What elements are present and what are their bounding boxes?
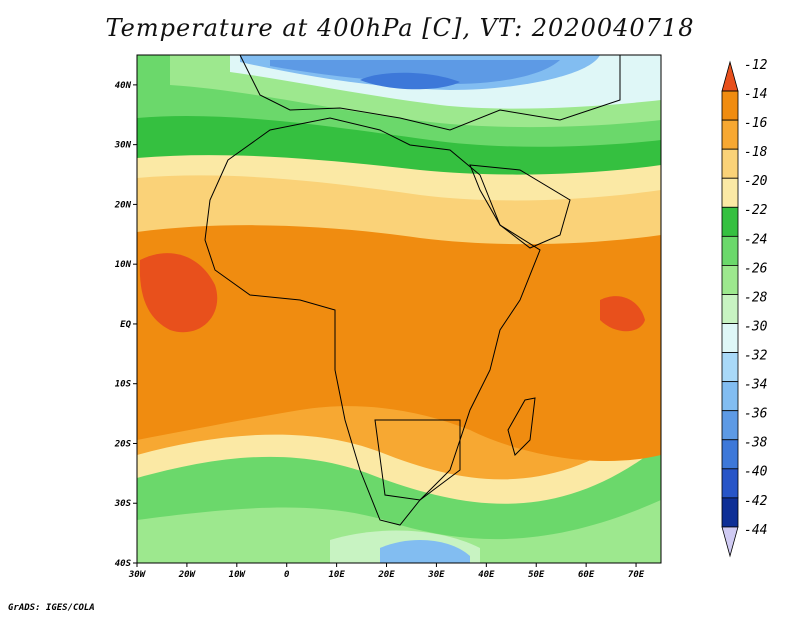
- lat-tick-label: 40S: [115, 559, 132, 569]
- southern-africa-detail: [374, 419, 461, 501]
- colorbar-label: -24: [744, 232, 767, 247]
- lon-tick-label: 20E: [377, 570, 395, 580]
- band-n-blue3: [360, 72, 460, 90]
- colorbar-swatch: [721, 177, 739, 208]
- plot-frame: [136, 54, 662, 564]
- band-s-yellow: [137, 415, 661, 504]
- colorbar-label: -26: [744, 261, 768, 276]
- lat-tick-label: 20S: [114, 439, 132, 449]
- lon-tick-label: 10W: [229, 570, 247, 580]
- temperature-field: [137, 55, 661, 563]
- colorbar-label: -36: [744, 407, 768, 422]
- lat-tick-label: EQ: [120, 320, 131, 330]
- band-n-yellow: [137, 163, 661, 245]
- map-title: Temperature at 400hPa [C], VT: 202004071…: [105, 14, 695, 42]
- madagascar-outline: [507, 397, 536, 456]
- colorbar-swatch: [721, 148, 739, 179]
- colorbar-swatch: [721, 206, 739, 237]
- colorbar-swatch: [721, 526, 739, 558]
- colorbar-label: -32: [744, 348, 768, 363]
- colorbar-swatch: [721, 294, 739, 324]
- lat-tick-label: 30N: [114, 141, 132, 151]
- colorbar-swatch: [721, 265, 739, 295]
- lat-tick-label: 30S: [114, 499, 132, 509]
- lon-tick-label: 30E: [427, 570, 445, 580]
- colorbar-swatch: [721, 60, 739, 92]
- lat-tick-label: 10S: [115, 380, 132, 390]
- colorbar-swatch: [721, 352, 739, 383]
- band-n-blue2: [270, 60, 560, 85]
- colorbar-label: -14: [744, 87, 767, 102]
- colorbar-label: -40: [744, 465, 768, 480]
- arabia-outline: [469, 164, 571, 249]
- colorbar-label: -30: [744, 319, 768, 334]
- lat-tick-label: 20N: [114, 200, 132, 210]
- colorbar-label: -44: [744, 523, 767, 538]
- lon-tick-label: 50E: [528, 570, 545, 580]
- colorbar-label: -28: [744, 290, 768, 305]
- colorbar-label: -34: [744, 378, 767, 393]
- colorbar-swatch: [721, 235, 739, 266]
- colorbar-label: -12: [744, 58, 768, 73]
- band-n-paleyellow: [137, 146, 661, 201]
- band-m12-west: [139, 253, 218, 333]
- africa-outline: [204, 117, 541, 526]
- colorbar-label: -20: [744, 174, 768, 189]
- colorbar-label: -42: [744, 494, 768, 509]
- band-m12-east: [600, 296, 645, 332]
- colorbar-swatch: [721, 468, 739, 499]
- lon-tick-label: 20W: [178, 570, 197, 580]
- colorbar-swatch: [721, 410, 739, 441]
- lon-tick-label: 10E: [328, 570, 345, 580]
- lon-tick-label: 70E: [628, 570, 645, 580]
- colorbar-swatch: [721, 90, 739, 121]
- colorbar-swatch: [721, 119, 739, 150]
- lon-tick-label: 40E: [478, 570, 495, 580]
- latitude-axis: 40N 30N 20N 10N EQ 10S 20S 30S 40S: [114, 81, 137, 569]
- colorbar-label: -16: [744, 116, 768, 131]
- colorbar-label: -22: [744, 203, 768, 218]
- credit-label: GrADS: IGES/COLA: [8, 603, 95, 613]
- colorbar: -12 -14 -16 -18 -20 -22 -24 -26 -28 -30 -32 -34 -36 -…: [721, 58, 768, 558]
- lon-tick-label: 60E: [578, 570, 595, 580]
- lon-tick-label: 30W: [128, 570, 147, 580]
- colorbar-label: -38: [744, 436, 768, 451]
- lat-tick-label: 10N: [115, 260, 132, 270]
- coastlines: [204, 55, 621, 526]
- lon-tick-label: 0: [284, 570, 290, 580]
- europe-outline: [239, 55, 621, 131]
- colorbar-swatch: [721, 497, 739, 528]
- band-s-blue: [380, 540, 470, 563]
- colorbar-swatch: [721, 381, 739, 412]
- lat-tick-label: 40N: [115, 81, 132, 91]
- colorbar-swatch: [721, 439, 739, 470]
- longitude-axis: 30W 20W 10W 0 10E 20E 30E 40E 50E 60E 70E: [128, 563, 645, 580]
- colorbar-label: -18: [744, 145, 768, 160]
- colorbar-swatch: [721, 323, 739, 353]
